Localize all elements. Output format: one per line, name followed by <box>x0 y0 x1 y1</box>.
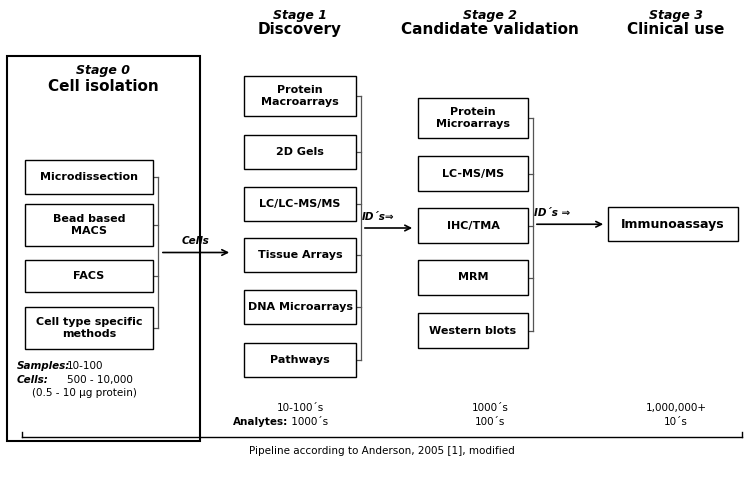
Text: Analytes:: Analytes: <box>233 417 288 427</box>
Text: Cell type specific
methods: Cell type specific methods <box>35 317 143 339</box>
Text: Bead based
MACS: Bead based MACS <box>53 214 125 236</box>
Text: 500 - 10,000: 500 - 10,000 <box>67 375 133 385</box>
Text: Pipeline according to Anderson, 2005 [1], modified: Pipeline according to Anderson, 2005 [1]… <box>249 446 515 456</box>
Text: 1000´s: 1000´s <box>288 417 328 427</box>
FancyBboxPatch shape <box>244 76 356 116</box>
Text: Clinical use: Clinical use <box>627 21 725 36</box>
Text: Cell isolation: Cell isolation <box>48 78 159 93</box>
Text: 10´s: 10´s <box>664 417 688 427</box>
Text: Stage 3: Stage 3 <box>649 8 703 21</box>
Text: LC/LC-MS/MS: LC/LC-MS/MS <box>259 199 341 209</box>
FancyBboxPatch shape <box>608 207 738 241</box>
FancyBboxPatch shape <box>418 208 528 243</box>
FancyBboxPatch shape <box>244 343 356 377</box>
Text: Western blots: Western blots <box>430 325 516 335</box>
Text: ID´s ⇒: ID´s ⇒ <box>534 208 570 218</box>
Text: Cells:: Cells: <box>17 375 49 385</box>
Text: Cells: Cells <box>182 236 210 246</box>
Text: Stage 0: Stage 0 <box>76 63 130 76</box>
Text: Stage 2: Stage 2 <box>463 8 517 21</box>
FancyBboxPatch shape <box>418 260 528 295</box>
FancyBboxPatch shape <box>25 160 153 194</box>
Text: DNA Microarrays: DNA Microarrays <box>247 302 353 312</box>
Text: Tissue Arrays: Tissue Arrays <box>258 250 342 260</box>
Text: Pathways: Pathways <box>270 355 330 365</box>
FancyBboxPatch shape <box>25 307 153 349</box>
Text: 10-100: 10-100 <box>67 361 103 371</box>
FancyBboxPatch shape <box>25 260 153 292</box>
Text: 10-100´s: 10-100´s <box>277 403 323 413</box>
FancyBboxPatch shape <box>244 135 356 169</box>
Text: (0.5 - 10 μg protein): (0.5 - 10 μg protein) <box>32 388 137 398</box>
Text: 2D Gels: 2D Gels <box>276 147 324 157</box>
Text: Protein
Microarrays: Protein Microarrays <box>436 107 510 129</box>
Text: FACS: FACS <box>73 271 105 281</box>
Text: Candidate validation: Candidate validation <box>401 21 579 36</box>
Text: Stage 1: Stage 1 <box>273 8 327 21</box>
FancyBboxPatch shape <box>418 156 528 191</box>
FancyBboxPatch shape <box>244 238 356 272</box>
FancyBboxPatch shape <box>418 313 528 348</box>
FancyBboxPatch shape <box>244 187 356 221</box>
Text: LC-MS/MS: LC-MS/MS <box>442 169 504 179</box>
Text: 1,000,000+: 1,000,000+ <box>645 403 706 413</box>
FancyBboxPatch shape <box>25 204 153 246</box>
Text: 100´s: 100´s <box>475 417 505 427</box>
FancyBboxPatch shape <box>7 56 200 441</box>
FancyBboxPatch shape <box>418 98 528 138</box>
Text: MRM: MRM <box>458 272 489 282</box>
Text: Immunoassays: Immunoassays <box>621 218 725 231</box>
Text: Protein
Macroarrays: Protein Macroarrays <box>261 85 339 107</box>
Text: 1000´s: 1000´s <box>471 403 508 413</box>
Text: Discovery: Discovery <box>258 21 342 36</box>
Text: Samples:: Samples: <box>17 361 70 371</box>
Text: IHC/TMA: IHC/TMA <box>446 221 499 231</box>
Text: ID´s⇒: ID´s⇒ <box>362 212 394 222</box>
Text: Microdissection: Microdissection <box>40 172 138 182</box>
FancyBboxPatch shape <box>244 290 356 324</box>
